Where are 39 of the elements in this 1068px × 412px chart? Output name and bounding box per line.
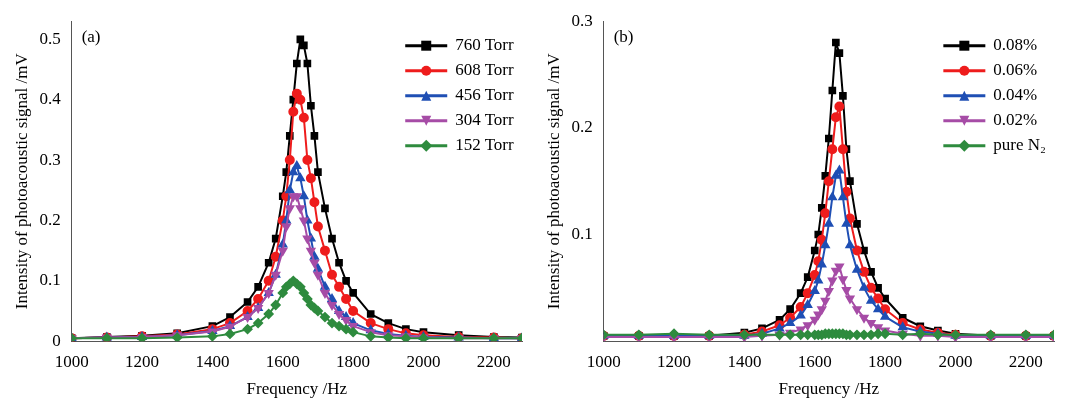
x-tick-label: 1800 bbox=[868, 351, 903, 371]
y-tick-label: 0.1 bbox=[571, 224, 593, 243]
x-tick-label: 1600 bbox=[265, 351, 300, 371]
x-tick-label: 1400 bbox=[195, 351, 230, 371]
legend-label: 152 Torr bbox=[455, 135, 515, 155]
x-tick-label: 1400 bbox=[727, 351, 762, 371]
annotation: (b) bbox=[613, 27, 634, 47]
y-tick-label: 0.4 bbox=[39, 89, 62, 109]
legend-label: 0.06% bbox=[993, 60, 1038, 80]
legend-label: 0.08% bbox=[993, 35, 1038, 55]
x-tick-label: 1200 bbox=[125, 351, 160, 371]
annotation: (a) bbox=[81, 27, 101, 47]
legend-label: 304 Torr bbox=[455, 110, 515, 130]
x-tick-label: 2000 bbox=[406, 351, 441, 371]
x-axis-title: Frequency /Hz bbox=[778, 379, 880, 399]
legend-label: 608 Torr bbox=[455, 60, 515, 80]
legend-label: 760 Torr bbox=[455, 35, 515, 55]
y-axis-title: Intensity of photoacoustic signal /mV bbox=[543, 52, 563, 310]
y-axis-title: Intensity of photoacoustic signal /mV bbox=[11, 52, 31, 310]
y-tick-label: 0.2 bbox=[39, 209, 61, 229]
y-tick-label: 0.1 bbox=[39, 270, 61, 290]
x-tick-label: 2000 bbox=[938, 351, 973, 371]
legend-label: 0.02% bbox=[993, 110, 1038, 130]
legend-label: 456 Torr bbox=[455, 85, 515, 105]
legend-label: pure N₂ bbox=[993, 135, 1047, 155]
legend-label: 0.04% bbox=[993, 85, 1038, 105]
x-tick-label: 1600 bbox=[797, 351, 832, 371]
y-tick-label: 0 bbox=[52, 330, 61, 350]
y-tick-label: 0.5 bbox=[39, 28, 61, 48]
x-tick-label: 1000 bbox=[586, 351, 621, 371]
x-tick-label: 1000 bbox=[54, 351, 89, 371]
y-tick-label: 0.3 bbox=[571, 10, 593, 30]
x-tick-label: 2200 bbox=[476, 351, 511, 371]
x-axis-title: Frequency /Hz bbox=[246, 379, 348, 399]
x-tick-label: 1800 bbox=[336, 351, 371, 371]
y-tick-label: 0.3 bbox=[39, 149, 61, 169]
x-tick-label: 2200 bbox=[1008, 351, 1043, 371]
y-tick-label: 0.2 bbox=[571, 117, 593, 137]
x-tick-label: 1200 bbox=[657, 351, 692, 371]
